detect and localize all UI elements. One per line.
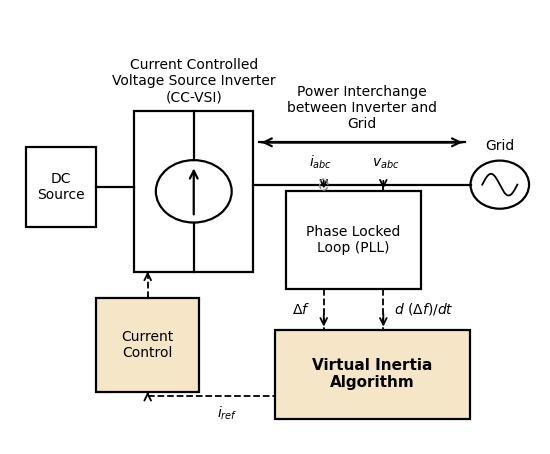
FancyBboxPatch shape — [286, 191, 421, 289]
Text: Power Interchange
between Inverter and
Grid: Power Interchange between Inverter and G… — [287, 85, 437, 131]
Text: Phase Locked
Loop (PLL): Phase Locked Loop (PLL) — [306, 225, 401, 256]
Text: $\Delta f$: $\Delta f$ — [292, 302, 310, 317]
Text: Current Controlled
Voltage Source Inverter
(CC-VSI): Current Controlled Voltage Source Invert… — [112, 58, 276, 104]
Text: DC
Source: DC Source — [37, 172, 85, 202]
Text: $v_{abc}$: $v_{abc}$ — [372, 157, 400, 171]
Text: Current
Control: Current Control — [122, 330, 174, 360]
FancyBboxPatch shape — [96, 298, 199, 392]
Text: Grid: Grid — [485, 138, 514, 153]
Text: $i_{abc}$: $i_{abc}$ — [310, 154, 333, 171]
Text: $i_{ref}$: $i_{ref}$ — [217, 405, 238, 422]
FancyBboxPatch shape — [134, 111, 254, 271]
FancyBboxPatch shape — [26, 147, 96, 227]
Text: Virtual Inertia
Algorithm: Virtual Inertia Algorithm — [312, 358, 433, 390]
FancyBboxPatch shape — [275, 330, 470, 419]
Text: $d\ (\Delta f)/dt$: $d\ (\Delta f)/dt$ — [394, 301, 454, 317]
